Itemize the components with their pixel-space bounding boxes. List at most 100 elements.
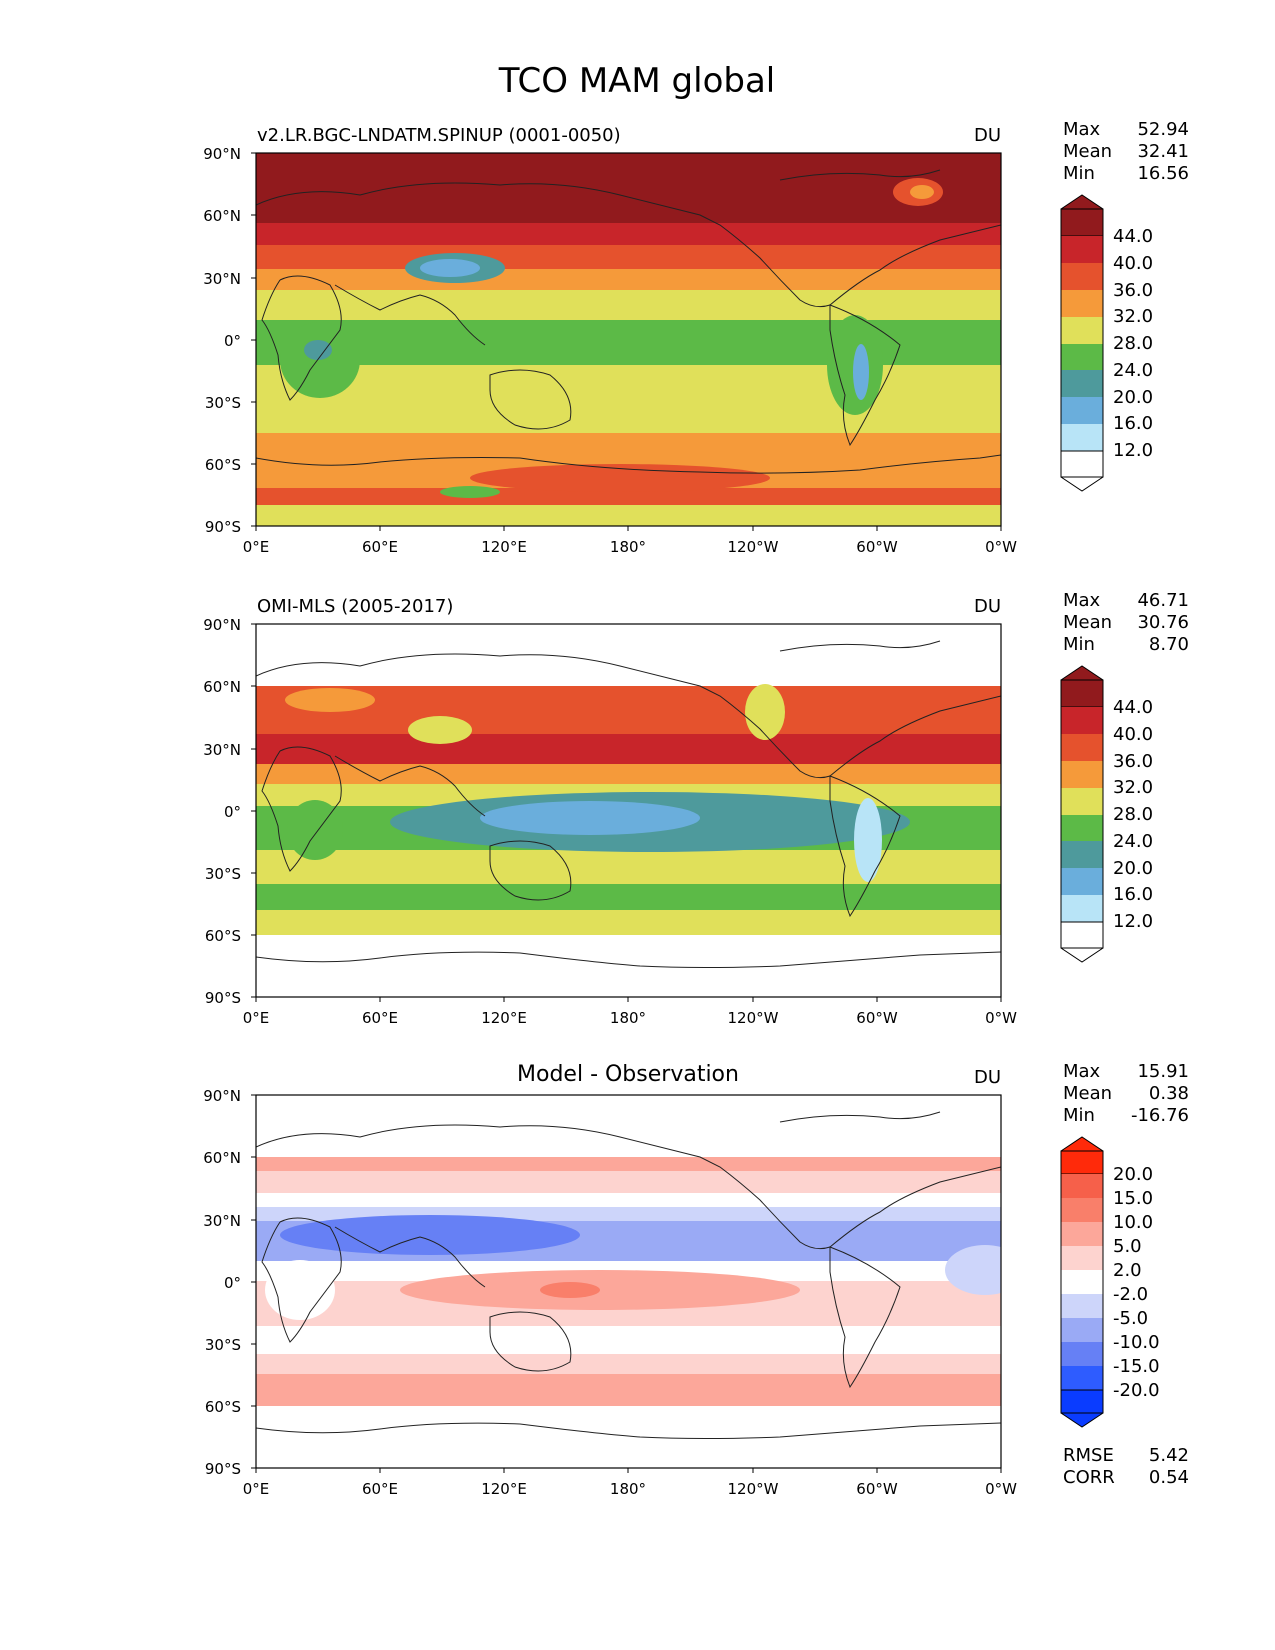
lon-label-observation-2: 120°E: [481, 1009, 527, 1027]
lat-tick-model-5: 60°S: [205, 456, 256, 474]
stat-max-label-observation: Max: [1063, 590, 1101, 611]
lat-label-difference-5: 60°S: [205, 1398, 241, 1416]
blob-diff-africa: [265, 1260, 335, 1320]
colorbar-difference-seg-2: [1061, 1198, 1103, 1222]
colorbar-model-seg-1: [1061, 236, 1103, 263]
lon-label-difference-6: 0°W: [985, 1480, 1017, 1498]
lat-label-observation-5: 60°S: [205, 927, 241, 945]
map-field-observation: [256, 624, 1001, 997]
stat-mean-label-model: Mean: [1063, 141, 1112, 162]
lon-tick-difference-4: 120°W: [728, 1468, 779, 1498]
lon-tick-model-5: 60°W: [856, 526, 898, 556]
colorbar-difference-tick-4: 2.0: [1113, 1260, 1142, 1281]
colorbar-model-tick-2: 36.0: [1113, 280, 1153, 301]
lon-tick-model-2: 120°E: [481, 526, 527, 556]
colorbar-observation-outline: [1060, 679, 1104, 949]
stats-model: Max 52.94 Mean 32.41 Min 16.56: [1063, 119, 1189, 184]
band-diff-2: [256, 1193, 1001, 1207]
colorbar-model-seg-7: [1061, 397, 1103, 424]
band-obs-3: [256, 764, 1001, 784]
metric-rmse-label: RMSE: [1063, 1445, 1114, 1466]
coastlines-observation: [256, 640, 1001, 968]
colorbar-difference-seg-9: [1061, 1366, 1103, 1390]
lon-ticks-difference: 0°E 60°E 120°E 180° 120°W 60°W 0°W: [243, 1468, 1017, 1498]
colorbar-model-tick-6: 20.0: [1113, 387, 1153, 408]
colorbar-observation-seg-4: [1061, 788, 1103, 815]
colorbar-difference-seg-5: [1061, 1270, 1103, 1294]
lat-label-model-6: 90°S: [205, 518, 241, 536]
panel-units-observation: DU: [974, 596, 1001, 617]
band-obs-8: [256, 910, 1001, 935]
lat-tick-observation-2: 30°N: [203, 741, 256, 759]
lat-label-difference-4: 30°S: [205, 1336, 241, 1354]
panel-model: 90°N 60°N 30°N 0° 30°S 60°S 90°S 0°E 60°…: [203, 119, 1189, 556]
lat-tick-difference-5: 60°S: [205, 1398, 256, 1416]
colorbar-model-seg-4: [1061, 317, 1103, 344]
lon-label-observation-5: 60°W: [856, 1009, 898, 1027]
colorbar-difference-seg-8: [1061, 1342, 1103, 1366]
lat-tick-observation-5: 60°S: [205, 927, 256, 945]
lat-tick-observation-6: 90°S: [205, 989, 256, 1007]
lat-tick-model-6: 90°S: [205, 518, 256, 536]
lat-label-model-4: 30°S: [205, 394, 241, 412]
lon-tick-observation-0: 0°E: [243, 997, 269, 1027]
colorbar-difference-tick-7: -10.0: [1113, 1332, 1160, 1353]
lon-ticks-observation: 0°E 60°E 120°E 180° 120°W 60°W 0°W: [243, 997, 1017, 1027]
stat-min-label-model: Min: [1063, 163, 1095, 184]
lat-tick-difference-0: 90°N: [203, 1087, 256, 1105]
colorbar-difference-seg-4: [1061, 1246, 1103, 1270]
lon-label-difference-5: 60°W: [856, 1480, 898, 1498]
lon-tick-model-0: 0°E: [243, 526, 269, 556]
blob-antarctic-green: [440, 486, 500, 498]
colorbar-observation-tick-3: 32.0: [1113, 777, 1153, 798]
band-obs-2: [256, 734, 1001, 764]
panel-units-model: DU: [974, 125, 1001, 146]
lat-tick-difference-4: 30°S: [205, 1336, 256, 1354]
stat-mean-value-observation: 30.76: [1137, 612, 1189, 633]
lat-tick-model-4: 30°S: [205, 394, 256, 412]
obs-missing-south: [256, 935, 1001, 997]
blob-pacific-core: [480, 801, 700, 835]
lon-tick-difference-0: 0°E: [243, 1468, 269, 1498]
stats-difference: Max 15.91 Mean 0.38 Min -16.76: [1063, 1061, 1189, 1126]
lon-label-model-6: 0°W: [985, 538, 1017, 556]
lon-tick-model-4: 120°W: [728, 526, 779, 556]
band-model-5: [256, 290, 1001, 320]
lon-label-observation-6: 0°W: [985, 1009, 1017, 1027]
band-obs-7: [256, 884, 1001, 910]
colorbar-model-outline: [1060, 208, 1104, 478]
colorbar-observation-tick-2: 36.0: [1113, 751, 1153, 772]
lat-ticks-difference: 90°N 60°N 30°N 0° 30°S 60°S 90°S: [203, 1087, 256, 1478]
colorbar-observation-seg-5: [1061, 815, 1103, 841]
colorbar-difference-extend-top: [1060, 1136, 1104, 1175]
colorbar-difference-tick-0: 20.0: [1113, 1164, 1153, 1185]
colorbar-model-extend-top: [1060, 194, 1104, 237]
stat-mean-value-difference: 0.38: [1149, 1083, 1189, 1104]
colorbar-model-tick-5: 24.0: [1113, 360, 1153, 381]
colorbar-observation-tick-7: 16.0: [1113, 884, 1153, 905]
colorbar-observation-tick-4: 28.0: [1113, 804, 1153, 825]
colorbar-model-seg-5: [1061, 344, 1103, 370]
band-model-11: [256, 505, 1001, 526]
colorbar-model-extend-bottom: [1060, 450, 1104, 492]
lon-tick-model-3: 180°: [610, 526, 646, 556]
lon-tick-observation-1: 60°E: [362, 997, 398, 1027]
stat-min-value-model: 16.56: [1137, 163, 1189, 184]
band-model-3: [256, 245, 1001, 269]
lon-tick-difference-3: 180°: [610, 1468, 646, 1498]
blob-obs-tibet: [408, 716, 472, 744]
band-model-1: [256, 198, 1001, 223]
colorbar-difference-extend-bottom: [1060, 1389, 1104, 1428]
colorbar-difference-seg-7: [1061, 1318, 1103, 1342]
band-diff-9: [256, 1374, 1001, 1406]
metric-corr-value: 0.54: [1149, 1467, 1189, 1488]
blob-greenland-core: [910, 185, 934, 199]
colorbar-model-tick-1: 40.0: [1113, 253, 1153, 274]
panel-left-title-model: v2.LR.BGC-LNDATM.SPINUP (0001-0050): [257, 125, 621, 146]
band-obs-6: [256, 850, 1001, 884]
lon-label-model-4: 120°W: [728, 538, 779, 556]
lat-tick-difference-2: 30°N: [203, 1212, 256, 1230]
colorbar-model-seg-8: [1061, 424, 1103, 451]
lat-tick-observation-3: 0°: [224, 803, 256, 821]
